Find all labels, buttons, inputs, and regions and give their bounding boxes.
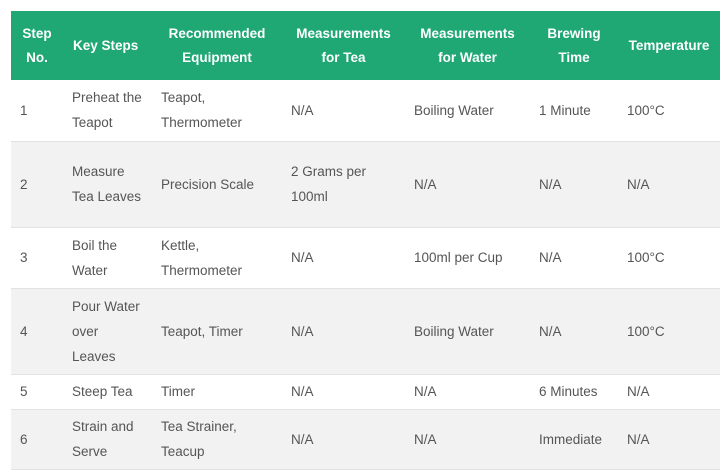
- cell-tea-measurement: N/A: [282, 288, 405, 375]
- cell-key-step: Preheat the Teapot: [63, 80, 152, 142]
- table-row: 1 Preheat the Teapot Teapot, Thermometer N/…: [11, 80, 720, 142]
- cell-step-no: 6: [11, 409, 63, 470]
- cell-brewing-time: N/A: [530, 288, 618, 375]
- table-row: 5 Steep Tea Timer N/A N/A 6 Minutes N/A: [11, 374, 720, 410]
- cell-temperature: N/A: [618, 374, 720, 410]
- header-equipment: Recommended Equipment: [152, 11, 282, 80]
- cell-tea-measurement: N/A: [282, 80, 405, 142]
- cell-step-no: 1: [11, 80, 63, 142]
- cell-water-measurement: N/A: [405, 409, 530, 470]
- cell-key-step: Strain and Serve: [63, 409, 152, 470]
- cell-equipment: Timer: [152, 374, 282, 410]
- cell-tea-measurement: N/A: [282, 409, 405, 470]
- cell-water-measurement: N/A: [405, 374, 530, 410]
- header-temperature: Temperature: [618, 11, 720, 80]
- cell-step-no: 5: [11, 374, 63, 410]
- header-key-steps: Key Steps: [63, 11, 152, 80]
- cell-water-measurement: N/A: [405, 141, 530, 228]
- cell-equipment: Kettle, Thermometer: [152, 227, 282, 289]
- cell-step-no: 2: [11, 141, 63, 228]
- header-tea-measurements: Measurements for Tea: [282, 11, 405, 80]
- header-brewing-time: Brewing Time: [530, 11, 618, 80]
- cell-brewing-time: 1 Minute: [530, 80, 618, 142]
- cell-step-no: 3: [11, 227, 63, 289]
- cell-brewing-time: Immediate: [530, 409, 618, 470]
- cell-equipment: Teapot, Timer: [152, 288, 282, 375]
- cell-temperature: N/A: [618, 409, 720, 470]
- cell-tea-measurement: N/A: [282, 227, 405, 289]
- table-row: 2 Measure Tea Leaves Precision Scale 2 Gram…: [11, 141, 720, 228]
- cell-equipment: Precision Scale: [152, 141, 282, 228]
- cell-key-step: Steep Tea: [63, 374, 152, 410]
- cell-brewing-time: N/A: [530, 141, 618, 228]
- header-water-measurements: Measurements for Water: [405, 11, 530, 80]
- cell-key-step: Pour Water over Leaves: [63, 288, 152, 375]
- table-row: 3 Boil the Water Kettle, Thermometer N/A 100…: [11, 227, 720, 289]
- cell-key-step: Measure Tea Leaves: [63, 141, 152, 228]
- table-row: 6 Strain and Serve Tea Strainer, Teacup N/A…: [11, 409, 720, 470]
- cell-brewing-time: 6 Minutes: [530, 374, 618, 410]
- cell-brewing-time: N/A: [530, 227, 618, 289]
- cell-step-no: 4: [11, 288, 63, 375]
- cell-equipment: Teapot, Thermometer: [152, 80, 282, 142]
- cell-temperature: 100°C: [618, 80, 720, 142]
- cell-water-measurement: Boiling Water: [405, 80, 530, 142]
- header-row: Step No. Key Steps Recommended Equipment…: [11, 11, 720, 80]
- cell-temperature: 100°C: [618, 227, 720, 289]
- header-step-no: Step No.: [11, 11, 63, 80]
- cell-water-measurement: Boiling Water: [405, 288, 530, 375]
- cell-key-step: Boil the Water: [63, 227, 152, 289]
- cell-equipment: Tea Strainer, Teacup: [152, 409, 282, 470]
- cell-water-measurement: 100ml per Cup: [405, 227, 530, 289]
- cell-temperature: N/A: [618, 141, 720, 228]
- table-row: 4 Pour Water over Leaves Teapot, Timer N/A B…: [11, 288, 720, 375]
- brewing-steps-table: Step No. Key Steps Recommended Equipment…: [11, 11, 720, 470]
- cell-temperature: 100°C: [618, 288, 720, 375]
- cell-tea-measurement: N/A: [282, 374, 405, 410]
- cell-tea-measurement: 2 Grams per 100ml: [282, 141, 405, 228]
